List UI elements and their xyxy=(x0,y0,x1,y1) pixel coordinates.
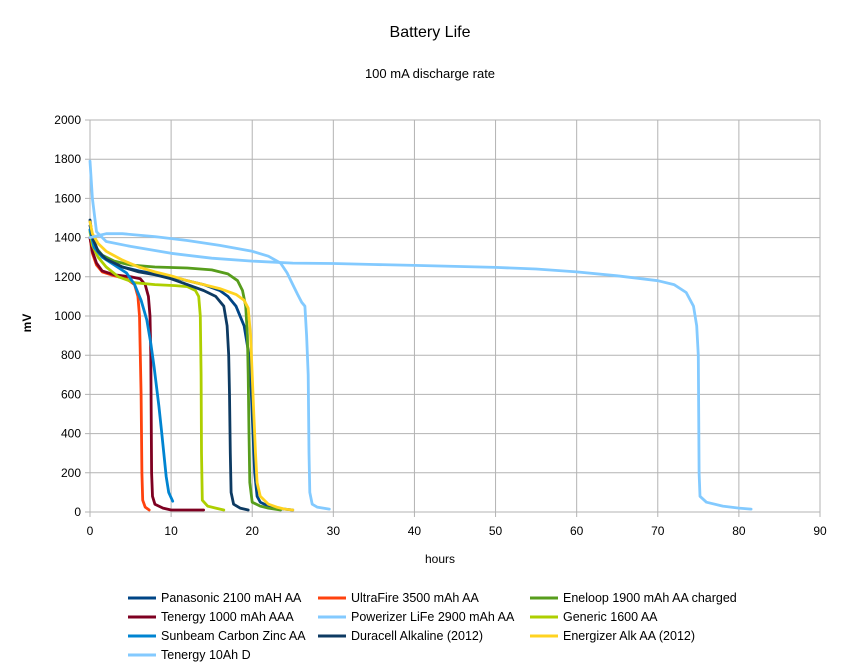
x-tick-label: 80 xyxy=(732,524,746,538)
y-tick-label: 200 xyxy=(61,466,81,480)
legend-label: Generic 1600 AA xyxy=(563,610,658,624)
y-axis-ticks: 0 200 400 600 800 1000 1200 1400 1600 1800 2000 xyxy=(54,113,81,519)
y-tick-label: 0 xyxy=(74,505,81,519)
legend-item: Powerizer LiFe 2900 mAh AA xyxy=(318,610,515,624)
series-line-8 xyxy=(88,220,295,512)
legend-label: Energizer Alk AA (2012) xyxy=(563,629,695,643)
x-tick-label: 10 xyxy=(164,524,178,538)
legend-item: Sunbeam Carbon Zinc AA xyxy=(128,629,306,643)
x-tick-label: 0 xyxy=(87,524,94,538)
y-tick-label: 1000 xyxy=(54,309,81,323)
legend-item: Duracell Alkaline (2012) xyxy=(318,629,483,643)
chart-subtitle: 100 mA discharge rate xyxy=(365,66,495,81)
y-tick-label: 1200 xyxy=(54,270,81,284)
y-tick-label: 400 xyxy=(61,427,81,441)
legend-label: Tenergy 1000 mAh AAA xyxy=(161,610,294,624)
y-tick-label: 1600 xyxy=(54,191,81,205)
plot-grid xyxy=(85,119,821,517)
x-tick-label: 60 xyxy=(570,524,584,538)
legend-label: Duracell Alkaline (2012) xyxy=(351,629,483,643)
x-tick-label: 20 xyxy=(246,524,260,538)
x-tick-label: 90 xyxy=(813,524,827,538)
series-line-2 xyxy=(88,228,282,512)
series-line-7 xyxy=(88,218,250,512)
y-tick-label: 600 xyxy=(61,387,81,401)
y-axis-title: mV xyxy=(20,314,34,333)
legend-item: Tenergy 10Ah D xyxy=(128,648,251,662)
legend-item: UltraFire 3500 mAh AA xyxy=(318,591,479,605)
legend-label: Eneloop 1900 mAh AA charged xyxy=(563,591,737,605)
legend-label: Sunbeam Carbon Zinc AA xyxy=(161,629,306,643)
series-line-5 xyxy=(88,230,226,512)
legend-label: UltraFire 3500 mAh AA xyxy=(351,591,479,605)
legend-item: Generic 1600 AA xyxy=(530,610,658,624)
x-tick-label: 70 xyxy=(651,524,665,538)
legend-item: Eneloop 1900 mAh AA charged xyxy=(530,591,737,605)
legend: Panasonic 2100 mAH AA UltraFire 3500 mAh … xyxy=(128,591,737,662)
x-axis-title: hours xyxy=(425,552,455,566)
legend-item: Panasonic 2100 mAH AA xyxy=(128,591,302,605)
series-line-9 xyxy=(88,232,331,511)
x-tick-label: 50 xyxy=(489,524,503,538)
y-tick-label: 800 xyxy=(61,348,81,362)
y-tick-label: 1800 xyxy=(54,152,81,166)
series-line-4 xyxy=(88,159,753,511)
legend-label: Panasonic 2100 mAH AA xyxy=(161,591,302,605)
legend-item: Tenergy 1000 mAh AAA xyxy=(128,610,294,624)
y-tick-label: 1400 xyxy=(54,231,81,245)
legend-item: Energizer Alk AA (2012) xyxy=(530,629,695,643)
series-line-3 xyxy=(88,236,205,512)
chart-title: Battery Life xyxy=(390,24,471,41)
y-tick-label: 2000 xyxy=(54,113,81,127)
legend-label: Tenergy 10Ah D xyxy=(161,648,251,662)
legend-label: Powerizer LiFe 2900 mAh AA xyxy=(351,610,515,624)
x-tick-label: 30 xyxy=(327,524,341,538)
x-tick-label: 40 xyxy=(408,524,422,538)
series-layer xyxy=(88,159,753,512)
x-axis-ticks: 0 10 20 30 40 50 60 70 80 90 xyxy=(87,524,827,538)
